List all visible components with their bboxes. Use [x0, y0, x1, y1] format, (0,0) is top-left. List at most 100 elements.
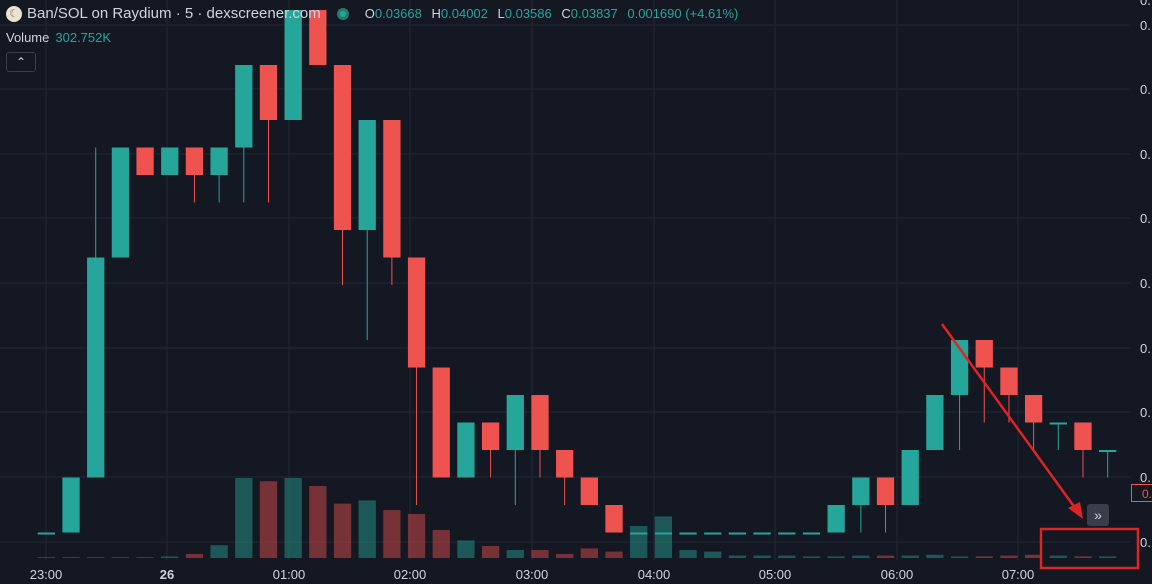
candle-body: [580, 477, 598, 505]
volume-bar: [827, 556, 845, 558]
volume-bar: [333, 503, 352, 558]
volume-bar: [802, 556, 821, 558]
open-label: O: [364, 6, 375, 21]
volume-bar: [1074, 556, 1092, 558]
y-tick-label: 0.: [1140, 341, 1151, 356]
x-tick-label: 26: [160, 567, 174, 582]
volume-bar: [926, 554, 944, 558]
volume-bar: [383, 510, 401, 558]
x-tick-label: 23:00: [30, 567, 63, 582]
volume-bar: [1024, 554, 1043, 558]
volume-bar: [309, 486, 327, 558]
pair-title: Ban/SOL on Raydium · 5 · dexscreener.com: [27, 5, 321, 22]
volume-bar: [975, 556, 993, 558]
candle-body: [284, 10, 302, 120]
chevron-up-icon: ⌃: [15, 55, 27, 69]
volume-bar: [407, 514, 426, 558]
x-tick-label: 02:00: [394, 567, 427, 582]
open-value: 0.03668: [374, 6, 422, 21]
candle-body: [185, 147, 204, 175]
high-value: 0.04002: [440, 6, 488, 21]
candle-body: [1000, 367, 1018, 395]
volume-bar: [111, 557, 130, 558]
volume-bar: [704, 551, 722, 558]
candle-body: [457, 422, 475, 478]
token-logo-icon: ☾: [6, 5, 22, 22]
candle-body: [1099, 450, 1117, 452]
candle-body: [802, 532, 821, 535]
volume-bar: [1049, 555, 1067, 558]
candle-body: [259, 65, 278, 120]
candle-body: [111, 147, 130, 258]
candle-body: [827, 505, 845, 533]
candle-body: [235, 65, 253, 148]
volume-bar: [87, 557, 105, 558]
candle-body: [654, 532, 673, 535]
candle-body: [407, 257, 426, 368]
volume-bar: [259, 481, 278, 558]
highlight-box: [1039, 527, 1140, 570]
volume-bar: [778, 555, 796, 558]
y-tick-label: 0.: [1140, 82, 1151, 97]
candle-body: [679, 532, 697, 535]
volume-bar: [1000, 555, 1018, 558]
volume-bar: [235, 478, 253, 558]
volume-bar: [531, 550, 549, 558]
volume-bar: [950, 556, 969, 558]
change-value: 0.001690 (+4.61%): [627, 6, 739, 21]
close-value: 0.03837: [570, 6, 618, 21]
annotation-arrow: [940, 323, 1080, 513]
candle-body: [358, 120, 376, 230]
x-tick-label: 03:00: [516, 567, 549, 582]
volume-bar: [432, 530, 450, 558]
y-tick-label: 0.: [1140, 276, 1151, 291]
volume-bar: [901, 555, 919, 558]
candle-body: [852, 477, 870, 505]
candle-body: [556, 450, 574, 478]
annotation-arrowhead: [1068, 502, 1083, 519]
candle-body: [481, 422, 500, 450]
x-tick-label: 07:00: [1002, 567, 1035, 582]
x-tick-label: 01:00: [273, 567, 306, 582]
candle-body: [778, 532, 796, 535]
volume-bar: [852, 555, 870, 558]
candle-body: [1049, 422, 1067, 425]
double-chevron-right-icon: »: [1094, 507, 1102, 523]
candle-body: [136, 147, 154, 175]
candle-body: [1074, 422, 1092, 450]
y-tick-label: 0.: [1140, 535, 1151, 550]
volume-bar: [358, 500, 376, 558]
volume-bar: [1099, 556, 1117, 558]
candle-body: [309, 10, 327, 65]
y-tick-label: 0.: [1140, 211, 1151, 226]
candle-body: [161, 147, 179, 175]
volume-bar: [62, 557, 80, 558]
candle-body: [704, 532, 722, 535]
x-tick-label: 04:00: [638, 567, 671, 582]
volume-bar: [654, 516, 673, 558]
ohlc-readout: O0.03668 H0.04002 L0.03586 C0.03837 0.00…: [365, 6, 745, 21]
y-tick-label: 0.: [1140, 0, 1151, 8]
candle-body: [901, 450, 919, 505]
candle-body: [753, 532, 771, 535]
candle-body: [605, 505, 623, 533]
y-tick-label: 0.: [1140, 470, 1151, 485]
volume-bar: [210, 545, 228, 558]
candle-body: [728, 532, 747, 535]
low-value: 0.03586: [504, 6, 552, 21]
candle-body: [531, 395, 549, 450]
collapse-legend-button[interactable]: ⌃: [6, 52, 36, 72]
volume-readout: Volume 302.752K: [6, 30, 111, 45]
volume-bar: [556, 554, 574, 558]
candle-body: [1024, 395, 1043, 423]
candle-body: [630, 532, 648, 535]
volume-bar: [679, 550, 697, 558]
x-tick-label: 05:00: [759, 567, 792, 582]
low-label: L: [497, 6, 505, 21]
volume-bar: [580, 548, 598, 558]
candle-body: [210, 147, 228, 175]
volume-bar: [136, 557, 154, 558]
candle-body: [87, 257, 105, 478]
scroll-to-latest-button[interactable]: »: [1087, 504, 1109, 526]
